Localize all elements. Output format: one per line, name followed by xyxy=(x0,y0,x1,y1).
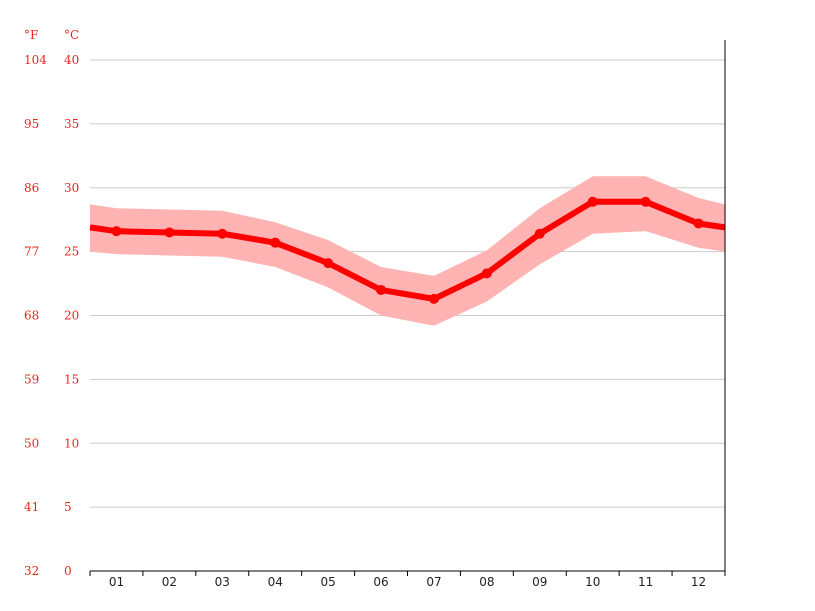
fahrenheit-unit-label: °F xyxy=(24,28,38,42)
axes xyxy=(89,40,726,576)
x-tick-label: 04 xyxy=(268,575,283,589)
data-point xyxy=(323,258,334,269)
data-point xyxy=(534,228,545,239)
data-point xyxy=(164,227,175,238)
x-tick-label: 06 xyxy=(373,575,388,589)
temperature-line xyxy=(89,198,726,302)
data-point xyxy=(428,293,439,304)
y-tick-label-celsius: 20 xyxy=(64,309,79,323)
x-tick-label: 09 xyxy=(532,575,547,589)
x-tick-label: 03 xyxy=(215,575,230,589)
y-tick-label-celsius: 40 xyxy=(64,53,79,67)
celsius-unit-label: °C xyxy=(64,28,79,42)
data-point xyxy=(376,284,387,295)
x-tick-label: 07 xyxy=(426,575,441,589)
temperature-range-band xyxy=(90,176,725,326)
y-tick-label-celsius: 15 xyxy=(64,372,79,386)
data-point xyxy=(111,226,122,237)
data-point xyxy=(481,268,492,279)
y-tick-label-fahrenheit: 68 xyxy=(24,309,39,323)
y-tick-label-fahrenheit: 95 xyxy=(24,117,39,131)
x-tick-label: 05 xyxy=(320,575,335,589)
y-tick-label-fahrenheit: 77 xyxy=(24,245,39,259)
y-tick-label-fahrenheit: 59 xyxy=(24,372,39,386)
x-tick-label: 10 xyxy=(585,575,600,589)
y-tick-label-fahrenheit: 41 xyxy=(24,500,39,514)
y-tick-label-celsius: 30 xyxy=(64,181,79,195)
y-tick-label-celsius: 0 xyxy=(64,564,72,578)
y-tick-label-celsius: 5 xyxy=(64,500,72,514)
y-tick-label-celsius: 35 xyxy=(64,117,79,131)
data-point xyxy=(587,196,598,207)
data-point xyxy=(693,218,704,229)
y-tick-label-celsius: 25 xyxy=(64,245,79,259)
x-tick-label: 02 xyxy=(162,575,177,589)
data-point xyxy=(270,237,281,248)
data-point xyxy=(640,196,651,207)
y-tick-label-celsius: 10 xyxy=(64,436,79,450)
x-tick-label: 08 xyxy=(479,575,494,589)
temperature-series xyxy=(89,196,726,304)
data-point xyxy=(217,228,228,239)
y-tick-label-fahrenheit: 86 xyxy=(24,181,39,195)
y-tick-label-fahrenheit: 32 xyxy=(24,564,39,578)
y-tick-label-fahrenheit: 50 xyxy=(24,436,39,450)
x-tick-label: 12 xyxy=(691,575,706,589)
range-band xyxy=(90,176,725,326)
y-tick-label-fahrenheit: 104 xyxy=(24,53,47,67)
x-tick-label: 11 xyxy=(638,575,653,589)
axis-labels: °F °C 0 32 5 41 10 50 15 59 20 68 25 77 30 86 35 95 40 10… xyxy=(24,28,706,589)
x-tick-label: 01 xyxy=(109,575,124,589)
